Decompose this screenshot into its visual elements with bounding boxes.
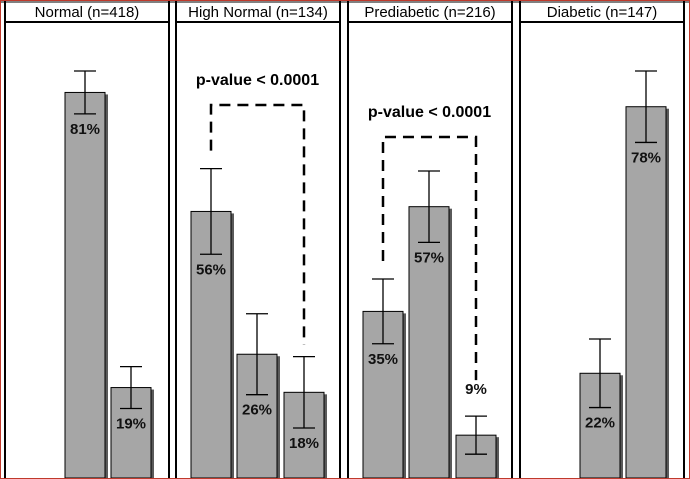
- panel-1: Normal (n=418) 81% 19%: [4, 1, 170, 478]
- panel-2: High Normal (n=134) 56% 26% 18% p-value < 0.…: [175, 1, 341, 478]
- panel-title: High Normal (n=134): [188, 4, 328, 21]
- data-label: 57%: [414, 249, 444, 266]
- data-label: 18%: [289, 435, 319, 452]
- data-label: 78%: [631, 149, 661, 166]
- p-value-annotation: p-value < 0.0001: [368, 104, 491, 121]
- bar: [64, 91, 106, 478]
- data-label: 35%: [368, 351, 398, 368]
- data-label: 19%: [116, 416, 146, 433]
- significance-bracket: [381, 135, 478, 381]
- data-label: 26%: [242, 402, 272, 419]
- data-label: 9%: [465, 381, 487, 398]
- panel-title: Prediabetic (n=216): [364, 4, 495, 21]
- data-label: 56%: [196, 261, 226, 278]
- significance-bracket: [209, 103, 306, 345]
- data-label: 81%: [70, 121, 100, 138]
- bar: [408, 206, 450, 478]
- panel-title: Diabetic (n=147): [547, 4, 657, 21]
- data-label: 22%: [585, 415, 615, 432]
- panel-title: Normal (n=418): [35, 4, 140, 21]
- panel-4: Diabetic (n=147) 22% 78%: [519, 1, 685, 478]
- p-value-annotation: p-value < 0.0001: [196, 72, 319, 89]
- panel-3: Prediabetic (n=216) 35% 57% 9% p-value < 0.0…: [347, 1, 513, 478]
